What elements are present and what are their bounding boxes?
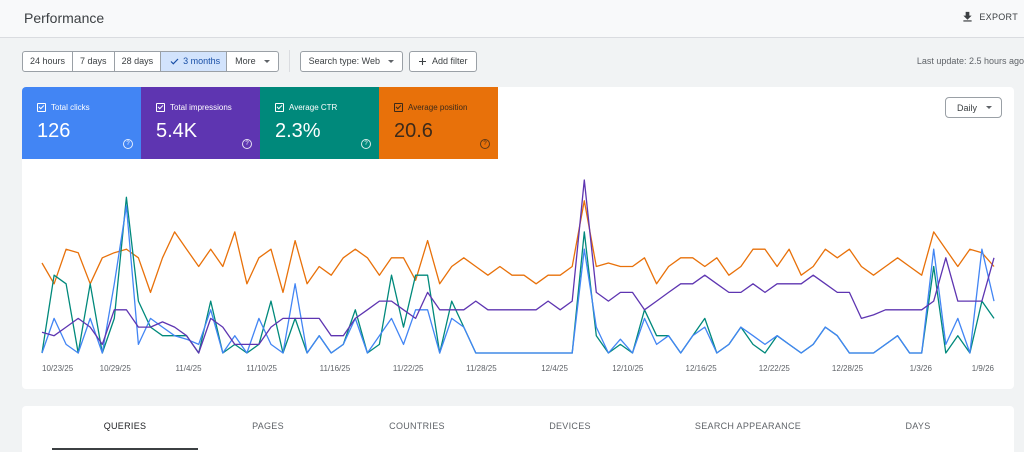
tab-countries[interactable]: COUNTRIES xyxy=(389,421,445,431)
chevron-down-icon xyxy=(263,59,270,63)
help-icon[interactable]: ? xyxy=(480,139,490,149)
help-icon[interactable]: ? xyxy=(361,139,371,149)
performance-chart-card: 10/23/25 10/29/25 11/4/25 11/10/25 11/16/25 1… xyxy=(22,87,1014,389)
checkbox-icon xyxy=(275,103,284,112)
last-update-text: Last update: 2.5 hours ago xyxy=(916,56,1024,66)
page-title: Performance xyxy=(24,10,105,26)
metric-card-average-position[interactable]: Average position 20.6? xyxy=(379,87,498,159)
tab-search-appearance[interactable]: SEARCH APPEARANCE xyxy=(694,421,802,431)
metric-label: Total impressions xyxy=(156,103,232,112)
plus-icon xyxy=(419,57,427,65)
range-3-months[interactable]: 3 months xyxy=(161,51,228,71)
x-tick-label: 12/22/25 xyxy=(759,364,791,373)
x-tick-label: 12/16/25 xyxy=(686,364,718,373)
metric-card-total-impressions[interactable]: Total impressions 5.4K? xyxy=(141,87,260,159)
add-filter-button[interactable]: Add filter xyxy=(409,50,477,72)
checkbox-icon xyxy=(394,103,403,112)
x-tick-label: 11/4/25 xyxy=(175,364,202,373)
checkbox-icon xyxy=(37,103,46,112)
checkbox-icon xyxy=(156,103,165,112)
x-tick-label: 12/28/25 xyxy=(832,364,864,373)
report-tabs: QUERIES PAGES COUNTRIES DEVICES SEARCH APPEA… xyxy=(22,406,1014,452)
performance-line-chart: 10/23/25 10/29/25 11/4/25 11/10/25 11/16/25 1… xyxy=(41,179,995,373)
series-line-total-clicks xyxy=(41,205,995,354)
download-icon xyxy=(963,11,972,22)
tab-days[interactable]: DAYS xyxy=(905,421,931,431)
x-tick-label: 1/9/26 xyxy=(972,364,995,373)
metric-cards: Total clicks 126? Total impressions 5.4K? Av… xyxy=(22,87,498,159)
metric-label: Total clicks xyxy=(37,103,90,112)
check-icon xyxy=(170,58,179,65)
chevron-down-icon xyxy=(986,106,992,109)
help-icon[interactable]: ? xyxy=(123,139,133,149)
page-header: Performance EXPORT xyxy=(0,0,1024,38)
tab-devices[interactable]: DEVICES xyxy=(549,421,591,431)
x-tick-label: 11/22/25 xyxy=(393,364,424,373)
x-tick-label: 11/10/25 xyxy=(246,364,277,373)
x-tick-label: 10/29/25 xyxy=(100,364,132,373)
x-tick-label: 1/3/26 xyxy=(910,364,933,373)
metric-label: Average position xyxy=(394,103,467,112)
metric-card-total-clicks[interactable]: Total clicks 126? xyxy=(22,87,141,159)
x-tick-label: 11/28/25 xyxy=(466,364,497,373)
metric-value: 126 xyxy=(37,120,71,142)
export-button[interactable]: EXPORT xyxy=(962,11,1018,22)
filter-divider xyxy=(288,50,290,72)
x-tick-label: 12/10/25 xyxy=(612,364,644,373)
export-label: EXPORT xyxy=(979,11,1018,22)
tab-queries[interactable]: QUERIES xyxy=(52,406,198,450)
granularity-dropdown[interactable]: Daily xyxy=(945,97,1002,118)
metric-value: 20.6 xyxy=(394,120,433,142)
date-range-group: 24 hours 7 days 28 days 3 months More xyxy=(22,50,279,72)
x-tick-label: 10/23/25 xyxy=(42,364,74,373)
metric-label: Average CTR xyxy=(275,103,337,112)
range-7-days[interactable]: 7 days xyxy=(73,51,115,71)
x-tick-label: 11/16/25 xyxy=(320,364,351,373)
help-icon[interactable]: ? xyxy=(242,139,252,149)
chevron-down-icon xyxy=(388,59,395,63)
range-28-days[interactable]: 28 days xyxy=(115,51,162,71)
series-line-average-position xyxy=(41,200,995,294)
metric-value: 5.4K xyxy=(156,120,198,142)
metric-card-average-ctr[interactable]: Average CTR 2.3%? xyxy=(260,87,379,159)
range-more-dropdown[interactable]: More xyxy=(227,52,278,71)
tab-pages[interactable]: PAGES xyxy=(252,421,284,431)
metric-value: 2.3% xyxy=(275,120,321,142)
search-type-dropdown[interactable]: Search type: Web xyxy=(299,50,404,72)
x-tick-label: 12/4/25 xyxy=(541,364,568,373)
filter-bar: 24 hours 7 days 28 days 3 months More Se… xyxy=(22,50,477,72)
range-24-hours[interactable]: 24 hours xyxy=(23,51,74,71)
series-line-total-impressions xyxy=(41,179,995,354)
